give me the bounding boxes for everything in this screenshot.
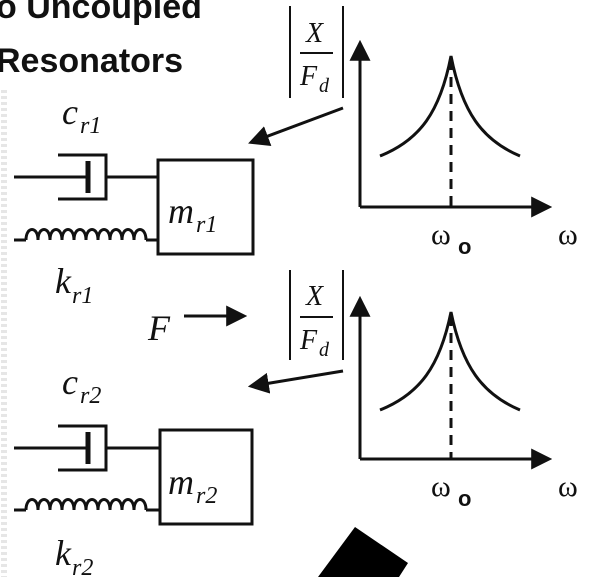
plot-2-peak-label: ω [431,470,451,503]
plot-2-y-denominator: F [299,325,318,356]
spring-1-label: k [55,261,72,301]
mass-1-subscript: r1 [196,212,217,238]
plot-2-pointer-arrow [247,369,344,394]
title-line-1: o Uncoupled [0,0,202,26]
response-plot-2: X F d ω o ω [247,270,578,511]
spring-2 [14,498,160,512]
cropped-dark-shape [318,527,408,577]
damper-2-label: c [62,362,78,402]
spring-2-subscript: r2 [72,555,93,577]
title-line-2: Resonators [0,42,184,80]
plot-2-y-denominator-sub: d [319,339,330,361]
plot-2-resonance-curve [379,311,521,412]
plot-1-pointer-arrow [248,106,344,146]
plot-2-x-label: ω [558,470,578,503]
damper-1 [14,153,158,201]
mass-1 [156,158,255,256]
damper-1-subscript: r1 [80,113,101,139]
response-plot-1: X F d ω o ω [248,6,578,259]
plot-1-y-denominator: F [299,61,318,92]
plot-1-x-label: ω [558,218,578,251]
plot-2-peak-label-sub: o [458,486,471,511]
spring-1 [14,228,158,242]
force-label: F [147,308,171,348]
spring-2-label: k [55,533,72,573]
plot-1-peak-label-sub: o [458,234,471,259]
damper-1-label: c [62,92,78,132]
plot-1-y-numerator: X [305,18,324,49]
plot-2-y-label: X F d [289,270,344,361]
resonator-2 [14,424,254,526]
damper-2 [14,424,160,472]
mass-1-label: m [168,191,194,231]
mass-2 [158,428,254,526]
plot-1-y-denominator-sub: d [319,75,330,97]
damper-2-subscript: r2 [80,383,101,409]
plot-2-y-numerator: X [305,281,324,312]
plot-1-resonance-curve [379,55,521,158]
plot-1-peak-label: ω [431,218,451,251]
plot-1-y-label: X F d [289,6,344,98]
resonator-1 [14,153,255,256]
mass-2-label: m [168,462,194,502]
mass-2-subscript: r2 [196,483,217,509]
spring-1-subscript: r1 [72,283,93,309]
